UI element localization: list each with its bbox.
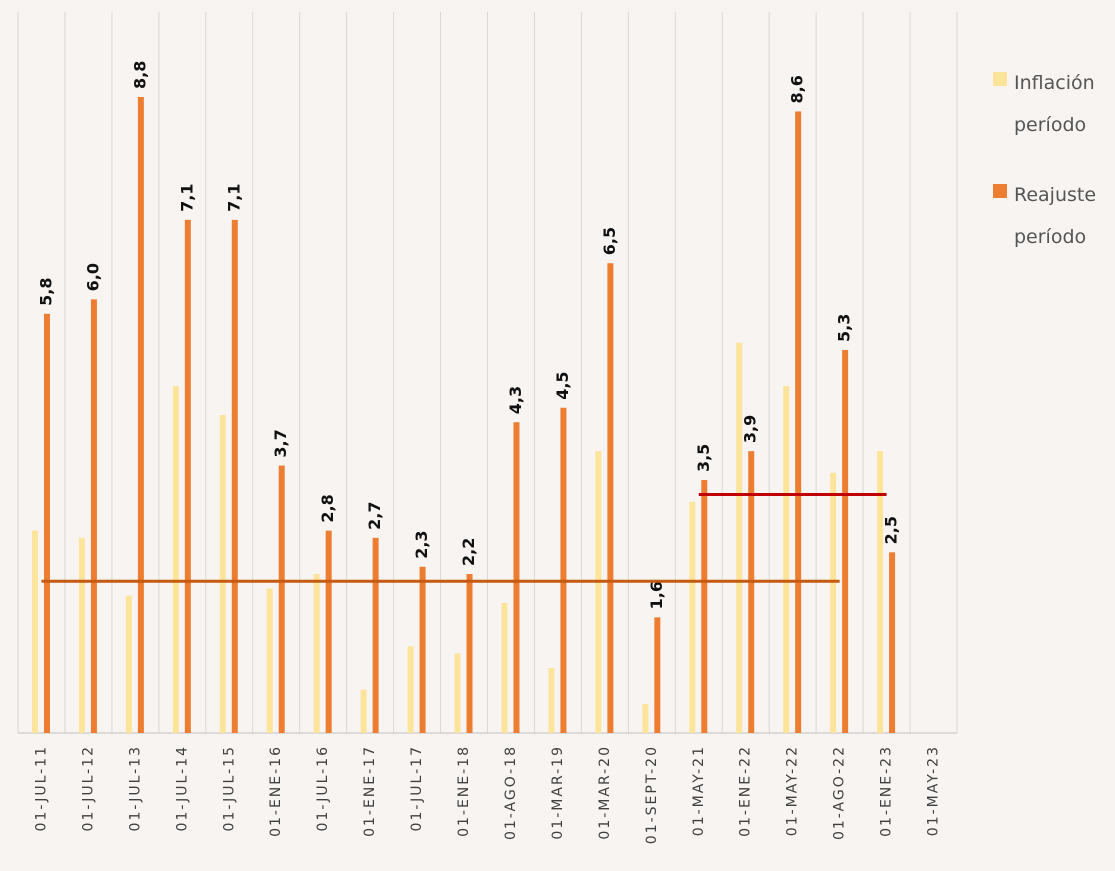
data-label: 7,1 bbox=[177, 184, 196, 212]
bar bbox=[313, 574, 320, 733]
bar bbox=[783, 386, 790, 733]
data-label: 6,0 bbox=[83, 263, 102, 291]
bar bbox=[278, 465, 285, 733]
bar bbox=[654, 617, 661, 733]
bar bbox=[172, 386, 179, 733]
bar bbox=[231, 219, 238, 733]
bar bbox=[90, 299, 97, 733]
legend-item: Inflación período bbox=[990, 62, 1112, 146]
x-tick-label: 01-ENE-23 bbox=[879, 745, 895, 837]
x-tick-label: 01-JUL-13 bbox=[127, 745, 143, 831]
data-label: 2,7 bbox=[365, 502, 384, 530]
legend: Inflación período Reajuste período bbox=[990, 62, 1112, 286]
legend-label: Reajuste período bbox=[1014, 184, 1097, 248]
data-label: 2,5 bbox=[882, 516, 901, 544]
x-tick-label: 01-JUL-12 bbox=[80, 745, 96, 831]
x-tick-label: 01-MAY-21 bbox=[691, 745, 707, 836]
x-tick-label: 01-AGO-18 bbox=[503, 745, 519, 840]
bar bbox=[137, 97, 144, 733]
bar bbox=[642, 704, 649, 733]
x-tick-label: 01-SEPT-20 bbox=[644, 745, 660, 844]
x-tick-label: 01-MAR-19 bbox=[550, 745, 566, 840]
x-tick-label: 01-MAY-23 bbox=[926, 745, 942, 836]
x-tick-label: 01-MAR-20 bbox=[597, 745, 613, 840]
data-label: 5,3 bbox=[835, 314, 854, 342]
data-label: 8,8 bbox=[130, 61, 149, 89]
bar bbox=[795, 111, 802, 734]
data-label: 3,5 bbox=[694, 444, 713, 472]
x-tick-label: 01-JUL-16 bbox=[315, 745, 331, 831]
bar bbox=[607, 263, 614, 733]
data-label: 2,8 bbox=[318, 494, 337, 522]
data-label: 6,5 bbox=[600, 227, 619, 255]
bar bbox=[31, 530, 38, 733]
bar bbox=[78, 537, 85, 733]
bar bbox=[842, 349, 849, 733]
data-label: 4,5 bbox=[553, 371, 572, 399]
data-label: 3,9 bbox=[741, 415, 760, 443]
bar bbox=[501, 602, 508, 733]
bar bbox=[595, 451, 602, 733]
data-label: 3,7 bbox=[271, 429, 290, 457]
data-label: 8,6 bbox=[788, 75, 807, 103]
legend-swatch bbox=[993, 72, 1007, 86]
bar bbox=[877, 451, 884, 733]
x-tick-label: 01-MAY-22 bbox=[785, 745, 801, 836]
bar bbox=[325, 530, 332, 733]
data-label: 7,1 bbox=[224, 184, 243, 212]
x-tick-label: 01-AGO-22 bbox=[832, 745, 848, 840]
bar bbox=[184, 219, 191, 733]
chart: 01-JUL-11 01-JUL-12 01-JUL-13 01-JUL-14 01-J… bbox=[17, 12, 958, 844]
bar bbox=[548, 667, 555, 733]
bar bbox=[360, 689, 367, 733]
bar bbox=[513, 422, 520, 733]
bar bbox=[689, 501, 696, 733]
bar bbox=[219, 415, 226, 733]
legend-swatch bbox=[993, 184, 1007, 198]
x-tick-label: 01-JUL-17 bbox=[409, 745, 425, 831]
bar bbox=[889, 552, 896, 733]
bar bbox=[454, 653, 461, 733]
data-label: 4,3 bbox=[506, 386, 525, 414]
bar bbox=[736, 342, 743, 733]
bar bbox=[407, 646, 414, 733]
x-tick-label: 01-JUL-11 bbox=[33, 745, 49, 831]
x-tick-label: 01-ENE-17 bbox=[362, 745, 378, 837]
bar bbox=[266, 588, 273, 733]
data-label: 2,2 bbox=[459, 538, 478, 566]
bar bbox=[701, 480, 708, 733]
bar bbox=[372, 537, 379, 733]
legend-item: Reajuste período bbox=[990, 174, 1112, 258]
x-tick-label: 01-JUL-15 bbox=[221, 745, 237, 831]
x-tick-label: 01-ENE-16 bbox=[268, 745, 284, 837]
bar bbox=[125, 595, 132, 733]
x-tick-label: 01-ENE-18 bbox=[456, 745, 472, 837]
bar bbox=[43, 313, 50, 733]
bar bbox=[830, 472, 837, 733]
data-label: 5,8 bbox=[36, 277, 55, 305]
bar bbox=[748, 451, 755, 733]
bar bbox=[466, 574, 473, 733]
x-tick-label: 01-ENE-22 bbox=[738, 745, 754, 837]
bar bbox=[560, 407, 567, 733]
bar bbox=[419, 566, 426, 733]
legend-label: Inflación período bbox=[1014, 72, 1095, 136]
data-label: 1,6 bbox=[647, 581, 666, 609]
data-label: 2,3 bbox=[412, 530, 431, 558]
x-tick-label: 01-JUL-14 bbox=[174, 745, 190, 831]
